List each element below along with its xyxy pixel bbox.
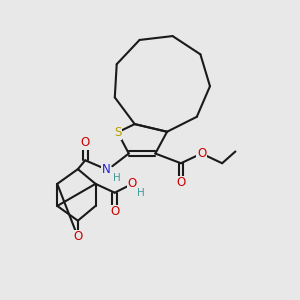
Text: N: N	[101, 163, 110, 176]
Text: O: O	[73, 230, 83, 243]
Text: O: O	[176, 176, 185, 190]
Text: S: S	[114, 126, 121, 139]
Text: O: O	[128, 177, 137, 190]
Text: H: H	[113, 173, 121, 183]
Text: O: O	[81, 136, 90, 149]
Text: O: O	[110, 205, 119, 218]
Text: O: O	[197, 147, 206, 160]
Text: H: H	[137, 188, 145, 198]
